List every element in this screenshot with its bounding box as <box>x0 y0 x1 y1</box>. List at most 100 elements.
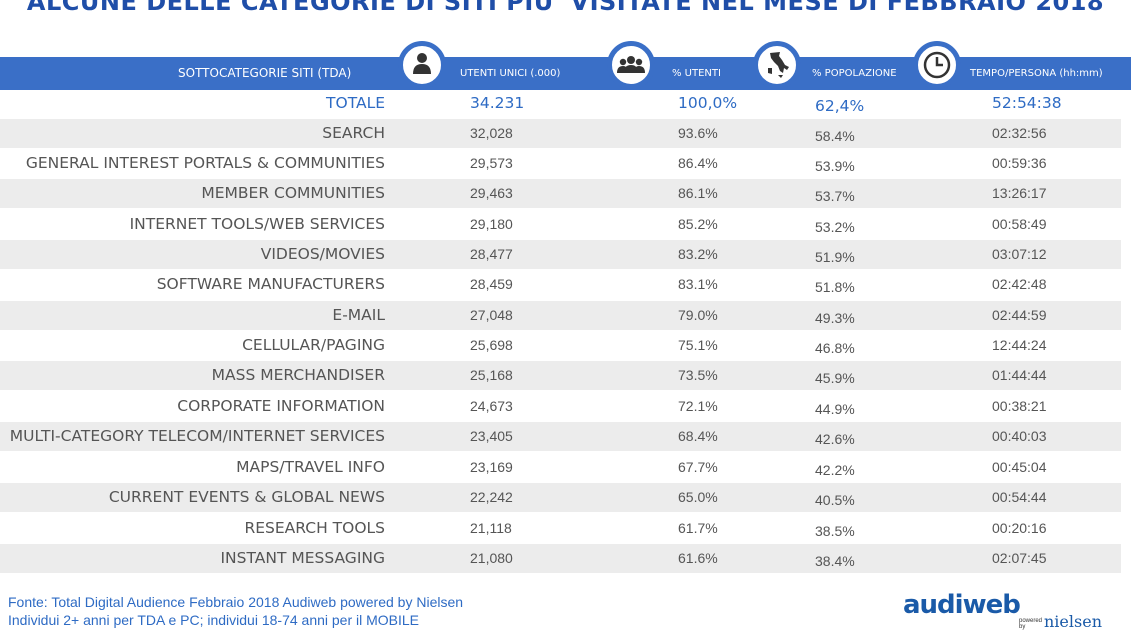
logo-powered: powered by <box>1019 618 1043 630</box>
row-pct-users: 61.6% <box>678 550 718 566</box>
header-col-pct-users: % UTENTI <box>672 68 721 79</box>
row-pct-users: 93.6% <box>678 125 718 141</box>
row-time: 02:42:48 <box>992 276 1047 292</box>
row-category: GENERAL INTEREST PORTALS & COMMUNITIES <box>25 154 385 172</box>
row-pct-pop: 42.2% <box>815 462 855 478</box>
row-category: CORPORATE INFORMATION <box>177 397 385 415</box>
row-pct-users: 72.1% <box>678 398 718 414</box>
row-time: 01:44:44 <box>992 367 1047 383</box>
row-time: 02:07:45 <box>992 550 1047 566</box>
row-pct-pop: 40.5% <box>815 492 855 508</box>
row-time: 00:54:44 <box>992 489 1047 505</box>
table-row: GENERAL INTEREST PORTALS & COMMUNITIES 2… <box>0 149 1121 178</box>
row-users: 27,048 <box>470 307 513 323</box>
row-time: 00:59:36 <box>992 155 1047 171</box>
row-category: E-MAIL <box>332 306 385 324</box>
group-icon <box>607 41 655 89</box>
row-category: SEARCH <box>322 124 385 142</box>
row-users: 29,180 <box>470 216 513 232</box>
header-col-users: UTENTI UNICI (.000) <box>460 68 561 79</box>
footer-note: Individui 2+ anni per TDA e PC; individu… <box>8 612 420 628</box>
row-pct-pop: 51.8% <box>815 279 855 295</box>
row-pct-pop: 45.9% <box>815 370 855 386</box>
person-icon <box>398 41 446 89</box>
table-row: CELLULAR/PAGING 25,698 75.1% 46.8% 12:44… <box>0 331 1121 360</box>
table-row: INTERNET TOOLS/WEB SERVICES 29,180 85.2%… <box>0 210 1121 239</box>
row-pct-pop: 51.9% <box>815 249 855 265</box>
row-users: 23,169 <box>470 459 513 475</box>
row-pct-pop: 38.4% <box>815 553 855 569</box>
row-category: MAPS/TRAVEL INFO <box>236 458 385 476</box>
row-pct-users: 73.5% <box>678 367 718 383</box>
header-col-name: SOTTOCATEGORIE SITI (TDA) <box>178 66 352 80</box>
footer-source: Fonte: Total Digital Audience Febbraio 2… <box>8 594 464 610</box>
table-row: RESEARCH TOOLS 21,118 61.7% 38.5% 00:20:… <box>0 514 1121 543</box>
clock-icon <box>913 41 961 89</box>
row-pct-pop: 49.3% <box>815 310 855 326</box>
row-time: 00:20:16 <box>992 520 1047 536</box>
row-users: 24,673 <box>470 398 513 414</box>
row-pct-users: 86.1% <box>678 185 718 201</box>
row-category: CELLULAR/PAGING <box>242 336 385 354</box>
row-pct-pop: 53.7% <box>815 188 855 204</box>
row-users: 21,080 <box>470 550 513 566</box>
row-pct-users: 83.2% <box>678 246 718 262</box>
table-row: E-MAIL 27,048 79.0% 49.3% 02:44:59 <box>0 301 1121 330</box>
row-pct-pop: 38.5% <box>815 523 855 539</box>
row-pct-pop: 53.9% <box>815 158 855 174</box>
audiweb-logo: audiweb powered by nielsen <box>903 590 1102 631</box>
row-pct-pop: 46.8% <box>815 340 855 356</box>
header-col-pct-pop: % POPOLAZIONE <box>812 68 897 79</box>
row-pct-pop: 53.2% <box>815 219 855 235</box>
table-header: SOTTOCATEGORIE SITI (TDA) UTENTI UNICI (… <box>0 57 1131 90</box>
table-row: MULTI-CATEGORY TELECOM/INTERNET SERVICES… <box>0 422 1121 451</box>
row-pct-users: 68.4% <box>678 428 718 444</box>
table-row: SOFTWARE MANUFACTURERS 28,459 83.1% 51.8… <box>0 270 1121 299</box>
row-pct-users: 83.1% <box>678 276 718 292</box>
row-users: 21,118 <box>470 520 512 536</box>
table-row: MASS MERCHANDISER 25,168 73.5% 45.9% 01:… <box>0 361 1121 390</box>
total-time: 52:54:38 <box>992 94 1062 112</box>
row-time: 12:44:24 <box>992 337 1047 353</box>
row-users: 28,477 <box>470 246 513 262</box>
table-row: MAPS/TRAVEL INFO 23,169 67.7% 42.2% 00:4… <box>0 453 1121 482</box>
table-row: SEARCH 32,028 93.6% 58.4% 02:32:56 <box>0 119 1121 148</box>
row-pct-users: 86.4% <box>678 155 718 171</box>
table-row: CORPORATE INFORMATION 24,673 72.1% 44.9%… <box>0 392 1121 421</box>
table-row: MEMBER COMMUNITIES 29,463 86.1% 53.7% 13… <box>0 179 1121 208</box>
row-users: 28,459 <box>470 276 513 292</box>
row-category: MULTI-CATEGORY TELECOM/INTERNET SERVICES <box>9 427 385 445</box>
total-users: 34.231 <box>470 94 525 112</box>
row-pct-pop: 44.9% <box>815 401 855 417</box>
row-time: 00:38:21 <box>992 398 1047 414</box>
row-users: 29,573 <box>470 155 513 171</box>
total-pct-users: 100,0% <box>678 94 738 112</box>
row-category: MEMBER COMMUNITIES <box>201 184 385 202</box>
page-title: ALCUNE DELLE CATEGORIE DI SITI PIU' VISI… <box>26 0 1105 16</box>
row-pct-users: 67.7% <box>678 459 718 475</box>
table-row: CURRENT EVENTS & GLOBAL NEWS 22,242 65.0… <box>0 483 1121 512</box>
total-row: TOTALE 34.231 100,0% 62,4% 52:54:38 <box>0 89 1121 118</box>
row-pct-users: 85.2% <box>678 216 718 232</box>
row-users: 32,028 <box>470 125 513 141</box>
row-category: VIDEOS/MOVIES <box>260 245 385 263</box>
total-pct-pop: 62,4% <box>815 97 865 115</box>
row-users: 22,242 <box>470 489 513 505</box>
row-time: 00:40:03 <box>992 428 1047 444</box>
logo-brand: audiweb <box>903 590 1021 620</box>
row-pct-users: 65.0% <box>678 489 718 505</box>
row-pct-users: 75.1% <box>678 337 718 353</box>
row-time: 00:45:04 <box>992 459 1047 475</box>
row-time: 02:44:59 <box>992 307 1047 323</box>
row-time: 02:32:56 <box>992 125 1047 141</box>
row-category: MASS MERCHANDISER <box>211 366 385 384</box>
row-time: 13:26:17 <box>992 185 1047 201</box>
row-users: 25,168 <box>470 367 513 383</box>
row-category: CURRENT EVENTS & GLOBAL NEWS <box>108 488 385 506</box>
table-row: VIDEOS/MOVIES 28,477 83.2% 51.9% 03:07:1… <box>0 240 1121 269</box>
row-category: INTERNET TOOLS/WEB SERVICES <box>129 215 385 233</box>
row-category: INSTANT MESSAGING <box>220 549 385 567</box>
row-category: RESEARCH TOOLS <box>244 519 385 537</box>
italy-map-icon <box>753 41 801 89</box>
row-category: SOFTWARE MANUFACTURERS <box>156 275 385 293</box>
